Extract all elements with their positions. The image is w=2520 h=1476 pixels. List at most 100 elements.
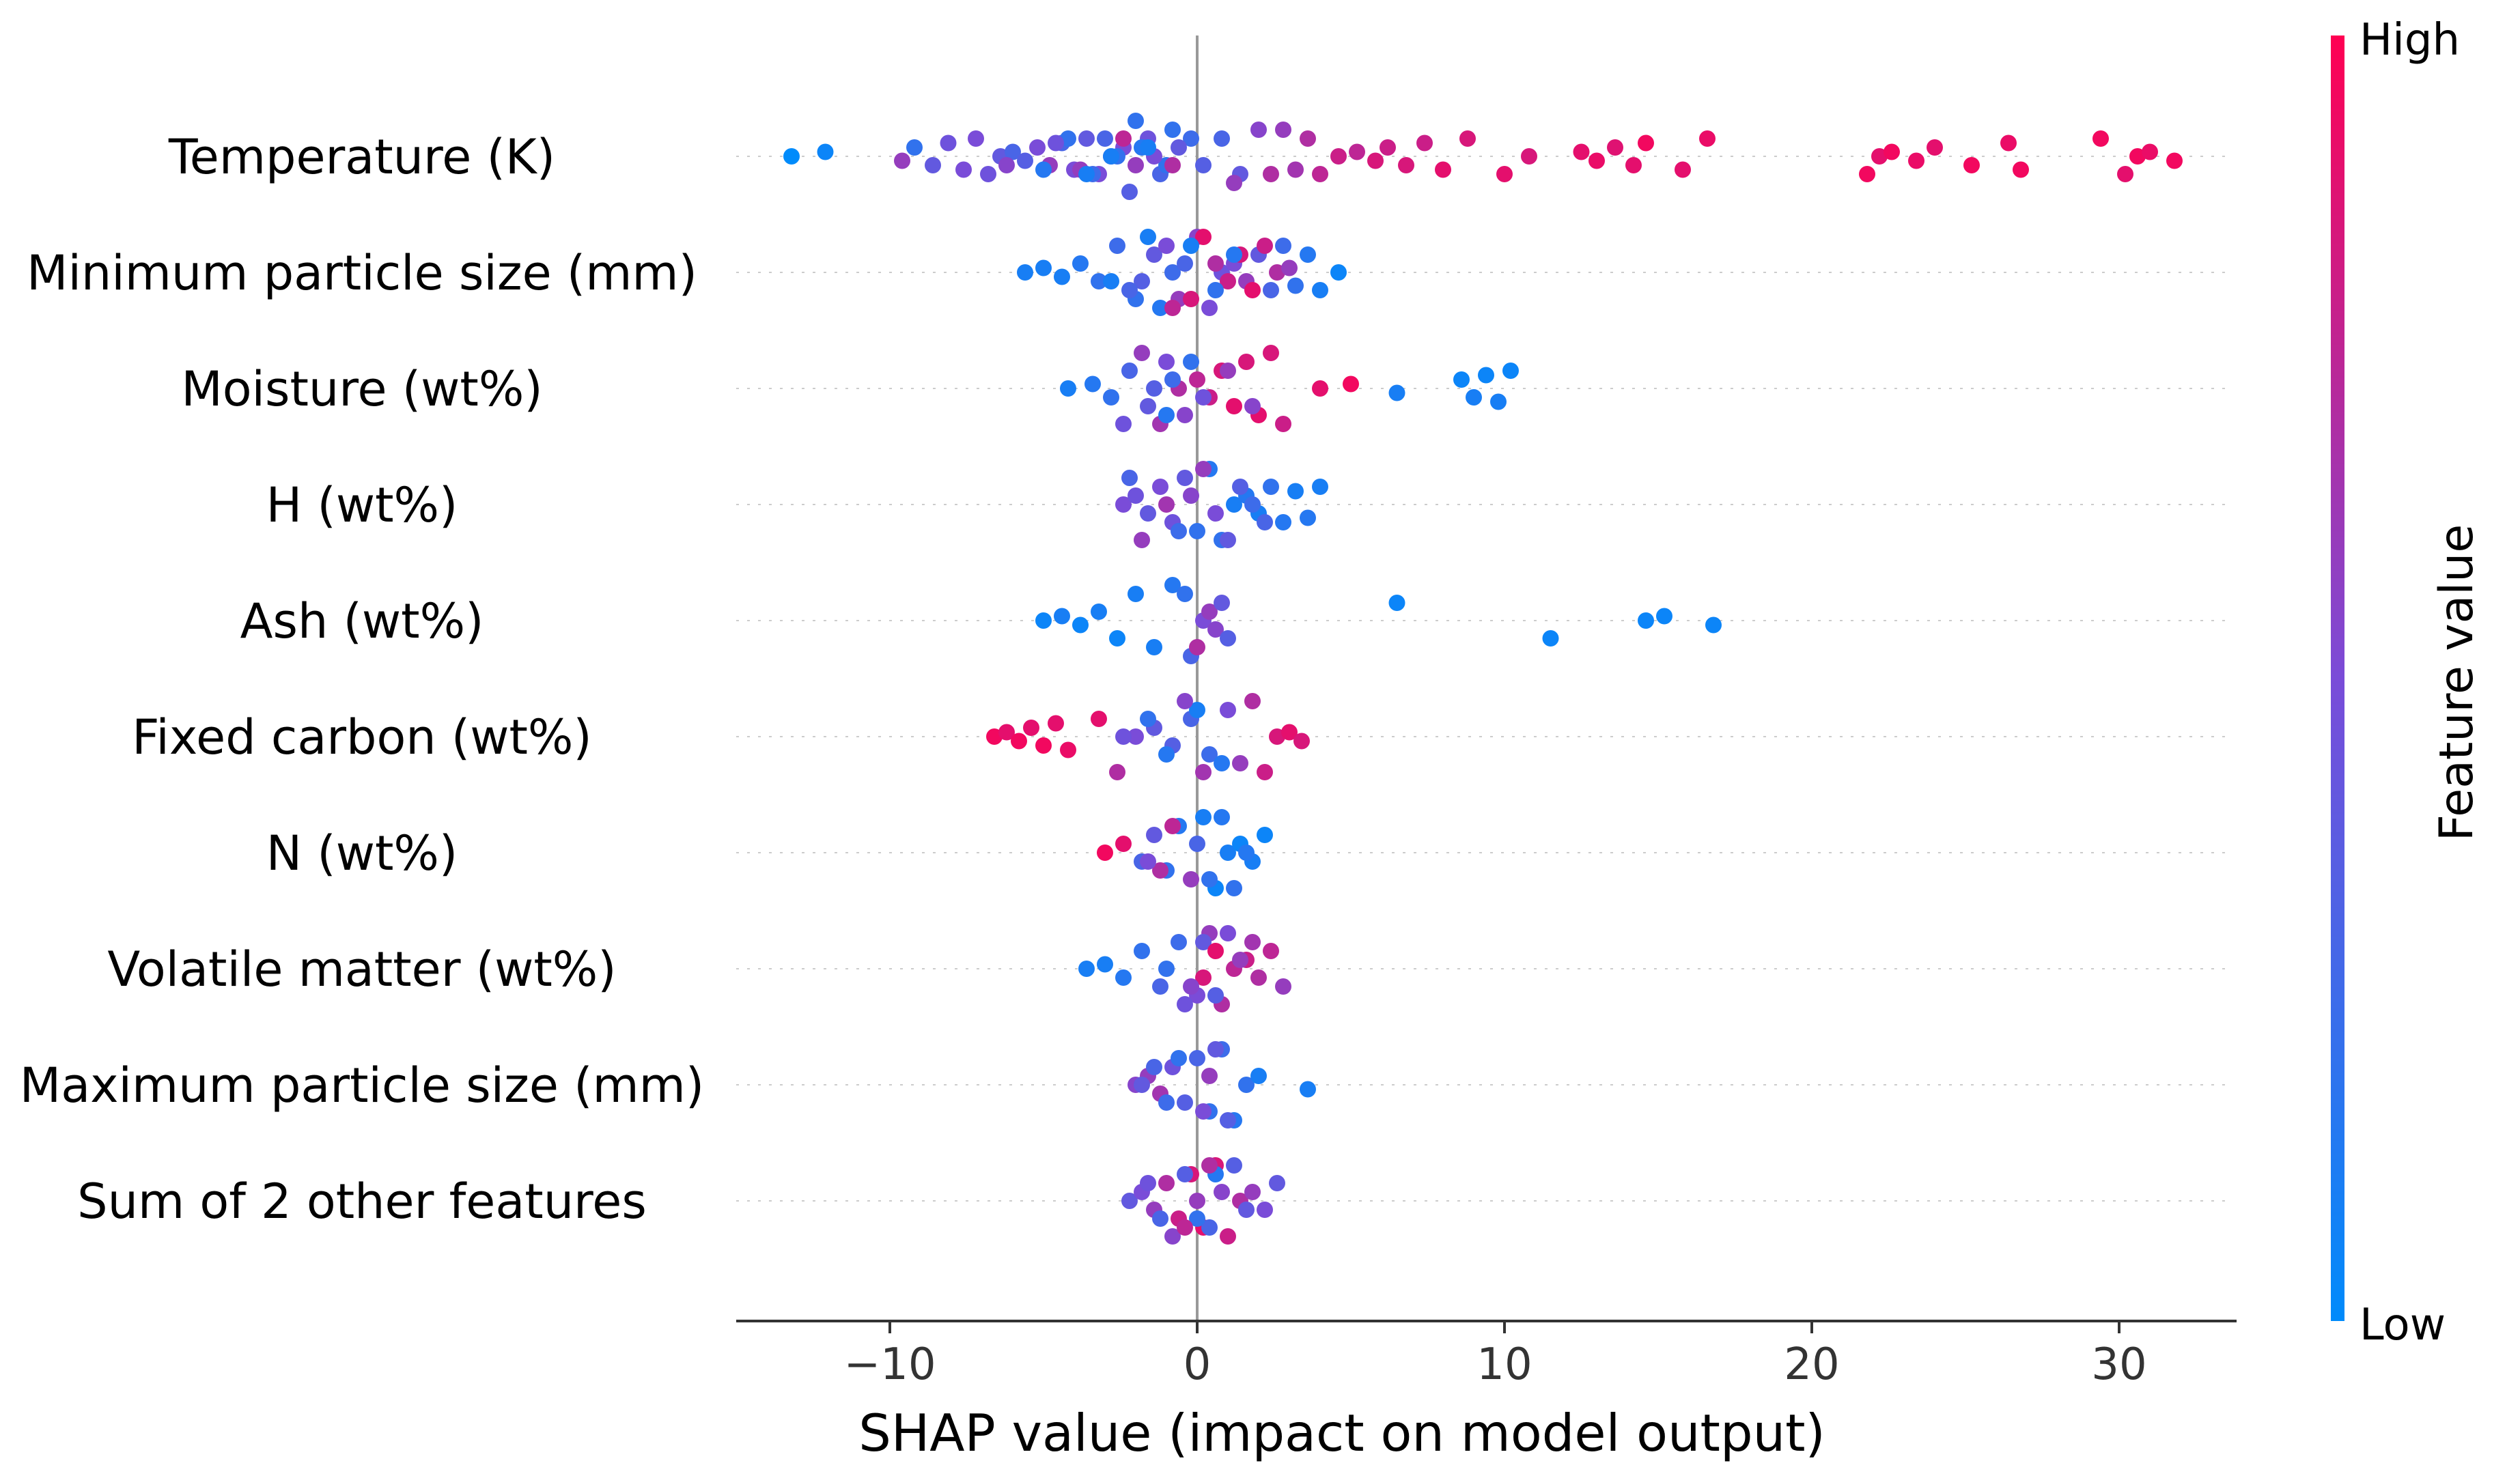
shap-point bbox=[1257, 827, 1273, 843]
shap-point bbox=[1109, 238, 1125, 254]
shap-point bbox=[1177, 1094, 1193, 1111]
shap-point bbox=[1201, 871, 1218, 888]
shap-point bbox=[1232, 755, 1248, 771]
shap-point bbox=[1466, 389, 1482, 406]
x-axis-label: SHAP value (impact on model output) bbox=[858, 1403, 1825, 1463]
shap-point bbox=[1158, 238, 1175, 254]
shap-point bbox=[1189, 1193, 1205, 1209]
shap-point bbox=[1207, 505, 1224, 522]
shap-point bbox=[1287, 161, 1304, 178]
feature-label: Fixed carbon (wt%) bbox=[132, 709, 592, 765]
shap-point bbox=[1060, 130, 1076, 147]
feature-label: N (wt%) bbox=[266, 825, 458, 881]
shap-point bbox=[968, 130, 984, 147]
shap-point bbox=[1158, 746, 1175, 763]
shap-point bbox=[1521, 148, 1537, 165]
shap-point bbox=[1269, 728, 1285, 745]
shap-point bbox=[1435, 161, 1451, 178]
shap-point bbox=[1244, 693, 1261, 709]
x-axis-ticks: −10 0 10 20 30 bbox=[843, 1321, 2147, 1390]
shap-point bbox=[1195, 389, 1212, 406]
shap-point bbox=[1625, 157, 1642, 173]
shap-point bbox=[1214, 809, 1230, 825]
shap-point bbox=[906, 139, 923, 156]
shap-point bbox=[1220, 925, 1236, 941]
shap-point bbox=[1152, 479, 1168, 495]
shap-point bbox=[1244, 934, 1261, 950]
shap-point bbox=[1035, 161, 1052, 178]
shap-point bbox=[1263, 166, 1279, 182]
shap-point bbox=[1128, 586, 1144, 602]
shap-point bbox=[1048, 715, 1064, 732]
shap-point bbox=[1115, 496, 1132, 513]
shap-point bbox=[1502, 363, 1519, 379]
shap-point bbox=[1388, 384, 1405, 401]
shap-point bbox=[1201, 1068, 1218, 1084]
shap-point bbox=[1607, 139, 1623, 156]
shap-point bbox=[1183, 291, 1199, 307]
shap-point bbox=[1103, 148, 1119, 165]
shap-point bbox=[1263, 345, 1279, 361]
shap-point bbox=[2000, 134, 2017, 152]
shap-point bbox=[1250, 1068, 1267, 1084]
feature-label: Ash (wt%) bbox=[240, 593, 484, 649]
shap-point bbox=[1183, 130, 1199, 147]
shap-point bbox=[1121, 184, 1138, 200]
shap-point bbox=[1189, 371, 1205, 388]
shap-point bbox=[1140, 139, 1156, 156]
shap-point bbox=[1573, 143, 1590, 160]
shap-point bbox=[1177, 470, 1193, 486]
shap-point bbox=[1140, 229, 1156, 245]
shap-point bbox=[1226, 1157, 1242, 1174]
shap-point bbox=[1183, 871, 1199, 888]
shap-point bbox=[1263, 479, 1279, 495]
shap-point bbox=[1128, 113, 1144, 129]
shap-point bbox=[1189, 702, 1205, 718]
shap-point bbox=[1164, 1228, 1181, 1245]
shap-point bbox=[1146, 1059, 1162, 1075]
shap-point bbox=[925, 157, 941, 173]
shap-point bbox=[1164, 577, 1181, 593]
shap-point bbox=[1109, 630, 1125, 647]
shap-point bbox=[1226, 398, 1242, 414]
shap-point bbox=[1453, 371, 1470, 388]
shap-point bbox=[1140, 398, 1156, 414]
shap-point bbox=[1158, 496, 1175, 513]
shap-point bbox=[1115, 130, 1132, 147]
shap-point bbox=[1097, 845, 1113, 861]
shap-point bbox=[1017, 152, 1033, 169]
shap-point bbox=[1195, 229, 1212, 245]
shap-point bbox=[1201, 604, 1218, 620]
shap-point bbox=[1164, 300, 1181, 316]
shap-point bbox=[1244, 1184, 1261, 1200]
shap-point bbox=[1115, 728, 1132, 745]
shap-point bbox=[1380, 139, 1396, 156]
shap-point bbox=[1293, 733, 1310, 750]
shap-point bbox=[1226, 246, 1242, 263]
shap-point bbox=[1195, 1103, 1212, 1120]
shap-point bbox=[1859, 166, 1875, 182]
shap-point bbox=[1207, 282, 1224, 298]
shap-point bbox=[1275, 122, 1291, 138]
colorbar bbox=[2331, 36, 2344, 1321]
shap-point bbox=[894, 152, 910, 169]
shap-point bbox=[1478, 367, 1494, 384]
shap-point bbox=[1134, 345, 1150, 361]
shap-point bbox=[1312, 380, 1328, 397]
shap-point bbox=[1146, 246, 1162, 263]
shap-point bbox=[1269, 1175, 1285, 1191]
shap-point bbox=[1177, 407, 1193, 423]
shap-point bbox=[1312, 282, 1328, 298]
shap-point bbox=[1023, 720, 1039, 736]
shap-point bbox=[1091, 711, 1107, 727]
shap-point bbox=[998, 724, 1015, 741]
shap-point bbox=[1035, 737, 1052, 754]
shap-point bbox=[1675, 161, 1691, 178]
x-tick-label: 10 bbox=[1476, 1339, 1532, 1390]
shap-point bbox=[1232, 952, 1248, 968]
shap-point bbox=[1312, 479, 1328, 495]
shap-point bbox=[1908, 152, 1924, 169]
shap-point bbox=[1244, 282, 1261, 298]
shap-point bbox=[1140, 1175, 1156, 1191]
shap-point bbox=[1115, 416, 1132, 432]
